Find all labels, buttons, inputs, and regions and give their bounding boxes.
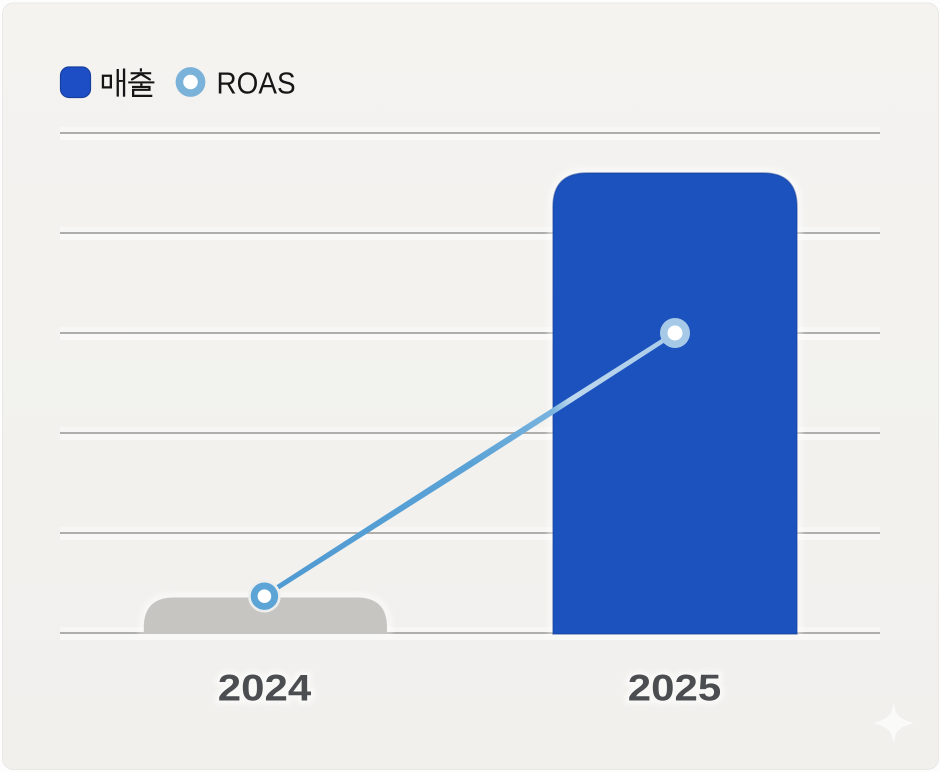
- svg-text:2024: 2024: [218, 668, 311, 709]
- svg-text:2024: 2024: [218, 668, 311, 709]
- svg-text:2025: 2025: [628, 668, 721, 709]
- svg-text:ROAS: ROAS: [217, 66, 296, 101]
- svg-text:2025: 2025: [628, 668, 721, 709]
